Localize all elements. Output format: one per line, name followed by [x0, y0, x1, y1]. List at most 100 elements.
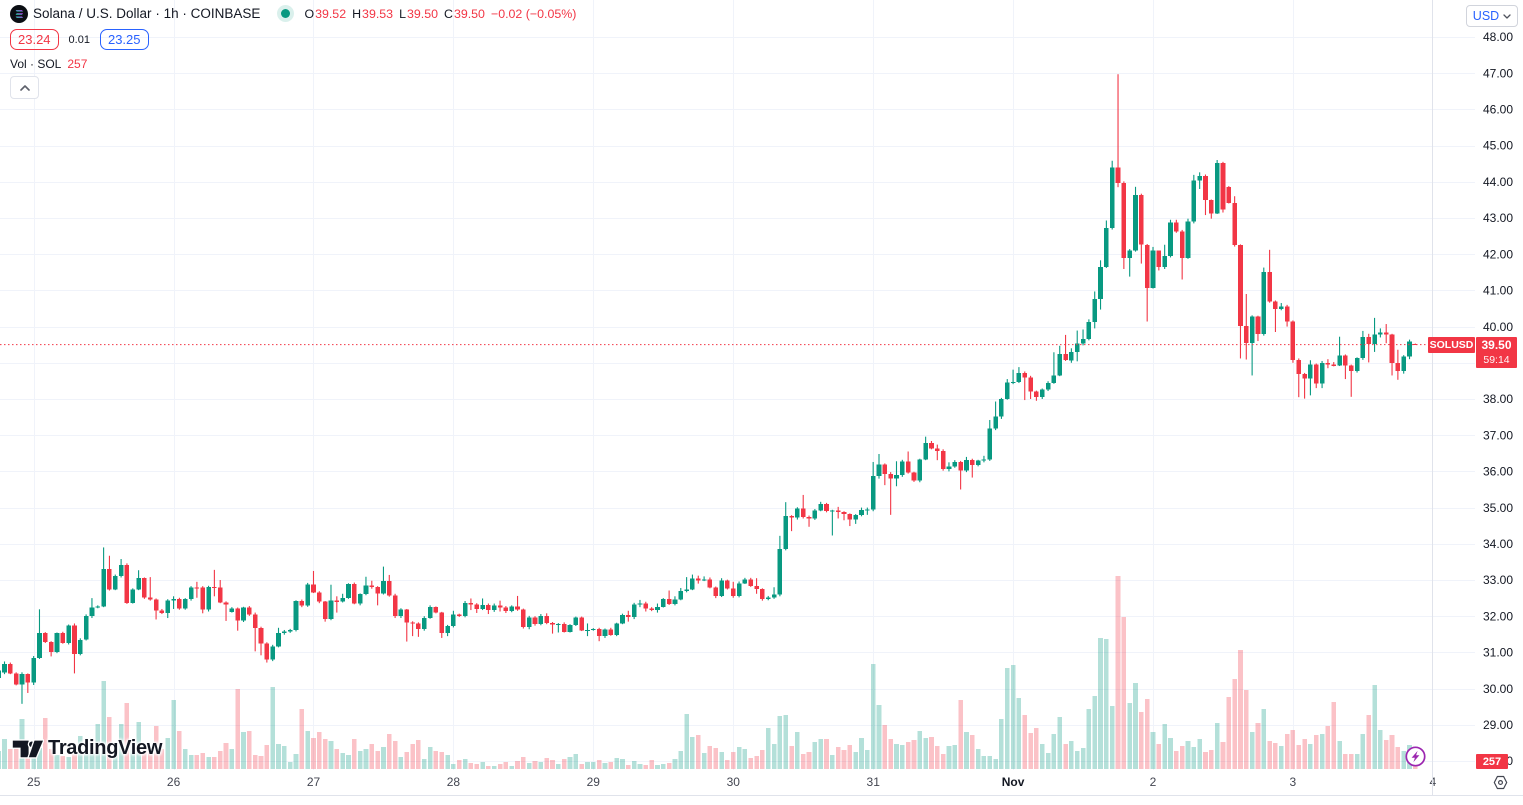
bid-price[interactable]: 23.24	[10, 29, 59, 50]
candle-body	[416, 623, 421, 629]
volume-bar	[1074, 751, 1080, 769]
candle	[771, 587, 777, 599]
volume-bar	[1401, 751, 1406, 769]
price-axis-label: 44.00	[1483, 175, 1513, 189]
candle-body	[60, 633, 66, 644]
candle	[1127, 249, 1132, 277]
chevron-up-icon	[19, 84, 30, 91]
volume-bar	[1156, 744, 1162, 769]
legend-symbol-row[interactable]: Solana / U.S. Dollar · 1h · COINBASE O 39…	[10, 4, 576, 23]
last-price-badge: 39.50 59:14	[1476, 337, 1517, 368]
candle	[1343, 354, 1348, 380]
legend: Solana / U.S. Dollar · 1h · COINBASE O 39…	[10, 4, 576, 71]
candle	[742, 577, 748, 584]
candle-wick	[837, 506, 839, 519]
candle-body	[1156, 250, 1162, 268]
volume-bar	[293, 754, 299, 769]
time-axis-settings[interactable]	[1492, 774, 1509, 796]
volume-bar	[468, 763, 474, 769]
boost-button[interactable]	[1405, 746, 1426, 772]
candle-body	[882, 464, 888, 474]
candle-body	[282, 631, 287, 633]
candle	[812, 509, 818, 520]
candle	[620, 613, 625, 625]
candle	[806, 515, 812, 527]
candle	[206, 585, 211, 612]
candle	[538, 614, 544, 626]
candle	[264, 642, 270, 663]
volume-bar	[31, 755, 36, 769]
volume-bar	[258, 756, 264, 769]
candle	[556, 623, 561, 633]
candle	[1086, 319, 1092, 341]
volume-bar	[1133, 683, 1138, 769]
symbol-title[interactable]: Solana / U.S. Dollar · 1h · COINBASE	[33, 6, 261, 21]
volume-bar	[486, 766, 491, 769]
currency-selector[interactable]: USD	[1466, 5, 1518, 27]
candle-body	[567, 624, 573, 632]
candle-body	[328, 600, 334, 620]
candle-body	[660, 598, 666, 607]
candle-body	[357, 594, 363, 604]
candle	[1057, 345, 1063, 377]
volume-bar	[1313, 735, 1319, 769]
candle	[707, 577, 713, 589]
volume-bar	[1360, 734, 1366, 769]
candle-body	[1010, 381, 1016, 384]
volume-bar	[1220, 742, 1226, 769]
candle	[999, 397, 1004, 419]
candle-body	[1401, 356, 1406, 372]
interval-label[interactable]: 1h	[163, 6, 179, 21]
candle-wick	[773, 587, 775, 599]
candle	[765, 595, 771, 601]
volume-bar	[13, 748, 19, 769]
candle	[1039, 388, 1045, 399]
volume-bar	[760, 750, 765, 769]
volume-bar	[136, 722, 141, 769]
volume-bar	[853, 752, 858, 769]
candle-body	[532, 617, 538, 624]
exchange-label[interactable]: COINBASE	[190, 6, 261, 21]
candle-body	[591, 628, 596, 631]
candle-wick	[802, 494, 804, 519]
candle-body	[1069, 351, 1074, 361]
candle	[0, 670, 1, 678]
time-axis-label: 25	[27, 775, 41, 789]
candle-body	[923, 442, 928, 460]
price-axis-label: 36.00	[1483, 465, 1513, 479]
candle-body	[206, 586, 211, 610]
candle-body	[101, 569, 106, 607]
candle-body	[474, 604, 480, 609]
volume-bar	[194, 755, 200, 769]
candle	[1296, 358, 1302, 398]
legend-collapse-button[interactable]	[10, 76, 39, 99]
volume-bar	[1278, 746, 1284, 769]
volume-bar	[905, 742, 911, 769]
candle	[322, 601, 328, 622]
market-status-icon[interactable]	[277, 5, 295, 22]
volume-bar	[159, 749, 165, 769]
candle-body	[888, 473, 893, 479]
candle-body	[1331, 364, 1337, 366]
candle-body	[83, 616, 89, 640]
candle-body	[859, 509, 864, 515]
volume-bar	[1139, 712, 1144, 769]
volume-bar	[282, 746, 287, 769]
volume-bar	[1045, 753, 1051, 769]
candle-wick	[1053, 352, 1055, 384]
candle-wick	[1368, 333, 1370, 363]
close-value: 39.50	[453, 6, 485, 21]
candle-body	[765, 597, 771, 600]
candle-body	[795, 508, 800, 518]
volume-bar	[497, 764, 503, 769]
candle	[1220, 161, 1226, 213]
candle	[1197, 172, 1202, 189]
candle	[107, 555, 112, 591]
candle-body	[509, 606, 515, 611]
candle-body	[730, 588, 736, 596]
candle-body	[713, 587, 719, 596]
tradingview-logo[interactable]: TradingView	[12, 737, 162, 760]
candle-body	[1348, 365, 1354, 372]
ask-price[interactable]: 23.25	[99, 29, 149, 50]
